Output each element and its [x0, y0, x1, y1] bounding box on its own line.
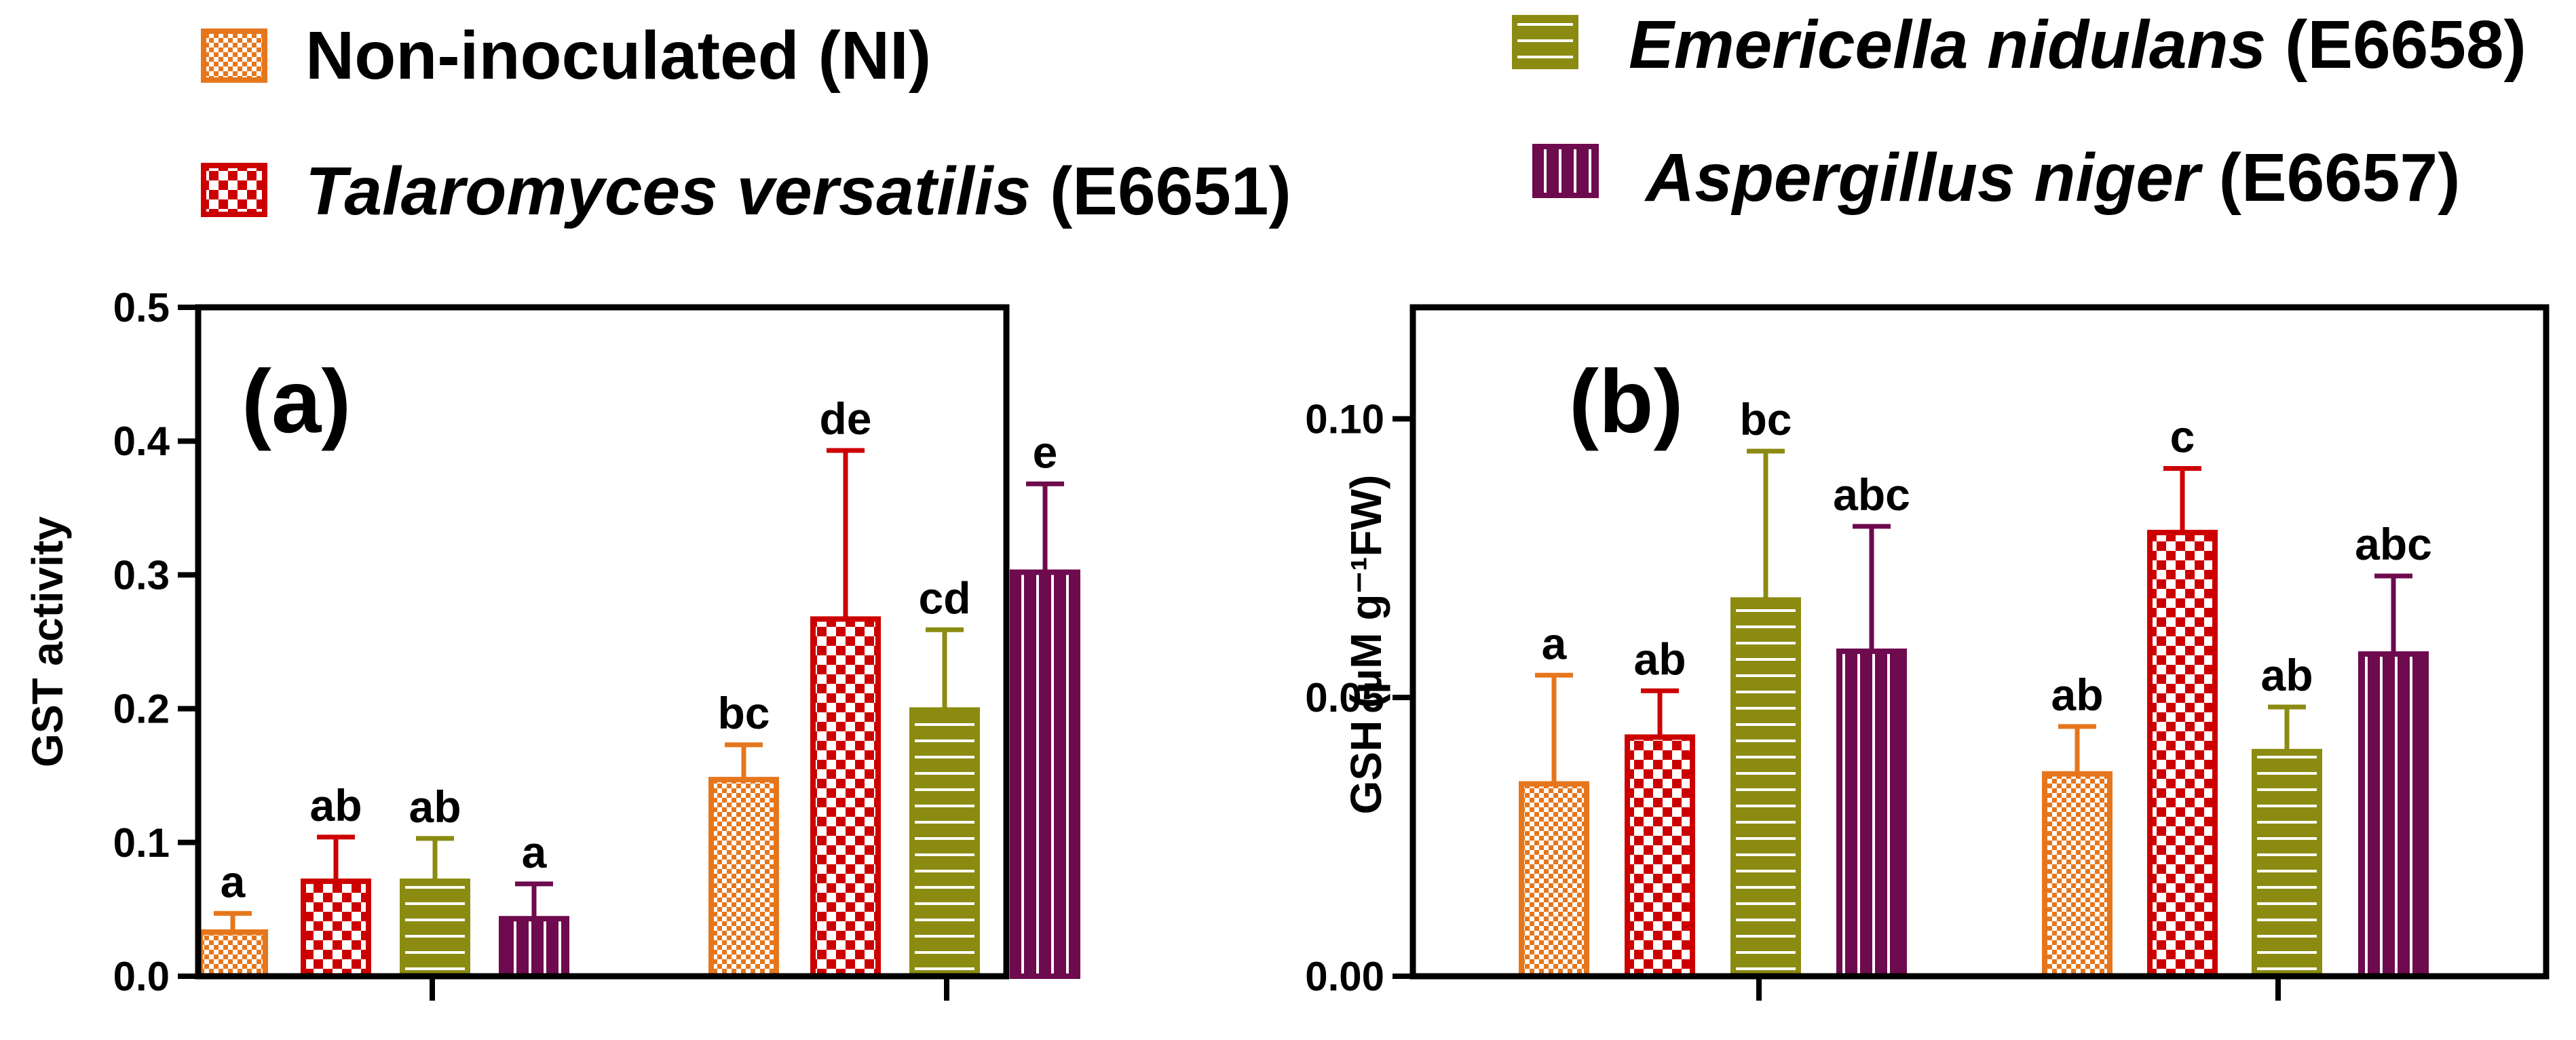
bar-a-s2-g1: [301, 878, 371, 980]
legend: Non-inoculated (NI) Talaromyces versatil…: [201, 7, 2526, 229]
panel-label-a: (a): [242, 351, 351, 451]
significance-letter-b-s1-g2: ab: [2051, 670, 2103, 720]
y-tick-label-b-2: 0.05: [1305, 675, 1384, 720]
y-tick-label-a-4: 0.3: [113, 552, 170, 598]
significance-letter-a-s2-g2: de: [819, 393, 871, 444]
y-tick-label-a-3: 0.2: [113, 687, 170, 732]
bar-b-s2-g1: [1625, 734, 1695, 979]
significance-letter-b-s4-g2: abc: [2355, 519, 2432, 569]
legend-label-e6651: Talaromyces versatilis (E6651): [305, 153, 1291, 229]
legend-swatch-e6657: [1532, 144, 1599, 198]
significance-letter-b-s3-g2: ab: [2260, 650, 2313, 700]
y-tick-label-b-3: 0.10: [1305, 396, 1384, 442]
legend-swatch-ni: [201, 28, 267, 83]
bar-a-s3-g2: [909, 707, 980, 980]
significance-letter-a-s3-g2: cd: [918, 573, 970, 623]
bar-a-s4-g1: [499, 916, 569, 979]
y-tick-label-b-1: 0.00: [1305, 954, 1384, 999]
significance-letter-a-s1-g2: bc: [717, 688, 770, 738]
bar-a-s2-g2: [810, 616, 881, 979]
bar-b-s1-g1: [1519, 781, 1589, 980]
legend-item-e6658: Emericella nidulans (E6658): [1512, 7, 2526, 83]
y-axis-label-a: GST activity: [23, 516, 72, 767]
legend-item-e6651: Talaromyces versatilis (E6651): [201, 153, 1291, 229]
significance-letter-b-s3-g1: bc: [1739, 394, 1792, 444]
bar-b-s1-g2: [2042, 771, 2113, 979]
legend-swatch-e6651: [201, 163, 267, 217]
legend-label-ni: Non-inoculated (NI): [305, 18, 931, 94]
legend-label-e6657: Aspergillus niger (E6657): [1644, 140, 2460, 216]
plot-frame-b: [1409, 304, 2550, 980]
bar-b-s2-g2: [2147, 529, 2218, 979]
panel-label-b: (b): [1569, 351, 1684, 451]
bar-b-s4-g1: [1836, 648, 1907, 979]
significance-letter-b-s4-g1: abc: [1833, 469, 1910, 520]
bar-a-s1-g2: [708, 777, 779, 979]
y-tick-label-a-2: 0.1: [113, 820, 170, 866]
significance-letter-b-s1-g1: a: [1542, 618, 1568, 668]
bar-b-s3-g2: [2252, 748, 2322, 979]
y-tick-label-a-5: 0.4: [113, 419, 170, 464]
y-tick-label-a-6: 0.5: [113, 285, 170, 330]
significance-letter-a-s3-g1: ab: [409, 782, 461, 832]
plot-frame-a: [195, 304, 1010, 980]
legend-label-e6658: Emericella nidulans (E6658): [1629, 7, 2526, 83]
significance-letter-a-s4-g1: a: [522, 827, 548, 877]
significance-letter-a-s4-g2: e: [1033, 427, 1058, 477]
significance-letter-b-s2-g2: c: [2170, 411, 2195, 461]
y-axis-label-b: GSH (µM g⁻¹FW): [1342, 475, 1390, 815]
legend-item-e6657: Aspergillus niger (E6657): [1532, 140, 2460, 216]
y-tick-label-a-1: 0.0: [113, 954, 170, 999]
bar-a-s3-g1: [400, 878, 470, 980]
legend-swatch-e6658: [1512, 15, 1578, 69]
significance-letter-a-s1-g1: a: [221, 856, 246, 906]
bar-b-s4-g2: [2358, 651, 2429, 979]
significance-letter-b-s2-g1: ab: [1633, 634, 1686, 684]
panel-a-chart: a bc ab de ab cd a e 0.0 0.1 0.2 0.3 0.4 0.5 GST activ…: [23, 285, 1080, 1001]
bar-b-s3-g1: [1730, 597, 1801, 979]
bar-a-s1-g1: [197, 929, 268, 979]
bar-a-s4-g2: [1010, 569, 1080, 979]
legend-item-ni: Non-inoculated (NI): [201, 18, 931, 94]
significance-letter-a-s2-g1: ab: [309, 780, 362, 830]
